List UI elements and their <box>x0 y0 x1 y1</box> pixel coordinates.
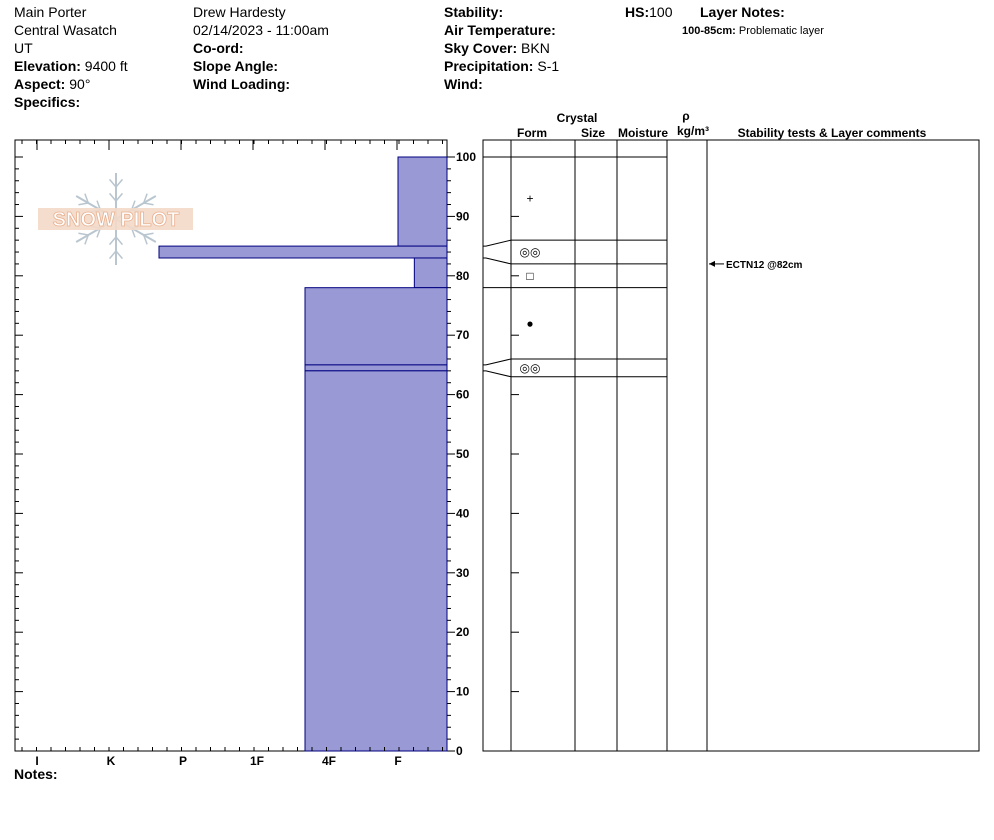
x-axis-category-label: I <box>35 754 38 768</box>
layer-notes-title: Layer Notes: <box>700 4 785 20</box>
hardness-layer-bar <box>158 245 448 259</box>
header-col-observer: Drew Hardesty 02/14/2023 - 11:00am Co-or… <box>193 3 329 93</box>
stability-test-arrow-head <box>709 260 715 267</box>
hs-row: HS:100 <box>625 4 673 20</box>
hardness-layer-bar <box>304 370 448 752</box>
hardness-layer-bar <box>304 364 448 372</box>
stability-test-label: ECTN12 @82cm <box>726 260 803 271</box>
logo-flake-branch <box>108 250 117 260</box>
logo-flake-branch <box>108 192 117 202</box>
specifics-row: Specifics: <box>14 94 81 110</box>
rho-header: ρ <box>682 109 689 123</box>
size-header: Size <box>581 126 605 140</box>
logo-flake-branch <box>115 178 124 188</box>
layer-note-item: 100-85cm: Problematic layer <box>682 25 824 37</box>
logo-flake-branch <box>115 250 124 260</box>
grain-form-symbol: □ <box>526 269 533 283</box>
logo-flake-branch <box>108 236 117 246</box>
logo-flake-branch <box>84 234 89 245</box>
hardness-layer-bar <box>413 257 448 289</box>
y-axis-tick-label: 100 <box>456 150 476 164</box>
logo-flake-branch <box>78 232 89 236</box>
boundary-connector <box>483 370 512 378</box>
logo-flake-branch <box>143 202 154 206</box>
elevation-row: Elevation: 9400 ft <box>14 58 128 74</box>
slope-row: Slope Angle: <box>193 58 279 74</box>
grain-form-symbol: + <box>526 192 533 206</box>
grain-form-symbol: ◎◎ <box>520 361 541 375</box>
aspect-row: Aspect: 90° <box>14 76 91 92</box>
hardness-layer-bar <box>304 287 448 366</box>
location-name: Main Porter <box>14 4 87 20</box>
crystal-header: Crystal <box>557 111 598 125</box>
y-axis-tick-label: 10 <box>456 685 470 699</box>
logo-flake-branch <box>84 193 89 204</box>
moisture-header: Moisture <box>618 126 668 140</box>
logo-flake-branch <box>143 232 154 236</box>
y-axis-tick-label: 30 <box>456 566 470 580</box>
x-axis-category-label: P <box>179 754 187 768</box>
boundary-connector <box>483 257 512 265</box>
x-axis-category-label: F <box>394 754 401 768</box>
y-axis-tick-label: 40 <box>456 506 470 520</box>
air-temp-row: Air Temperature: <box>444 22 556 38</box>
notes-label: Notes: <box>14 766 58 782</box>
coord-row: Co-ord: <box>193 40 244 56</box>
observer-name: Drew Hardesty <box>193 4 286 20</box>
header-col-weather: Stability: Air Temperature: Sky Cover: B… <box>444 3 559 93</box>
y-axis-tick-label: 70 <box>456 328 470 342</box>
y-axis-tick-label: 90 <box>456 209 470 223</box>
logo-flake-branch <box>143 193 148 204</box>
form-header: Form <box>517 126 547 140</box>
logo-text: SNOW PILOT <box>53 209 180 231</box>
stability-header: Stability tests & Layer comments <box>738 126 927 140</box>
grain-form-symbol: ● <box>526 316 533 330</box>
y-axis-tick-label: 80 <box>456 269 470 283</box>
wind-loading-row: Wind Loading: <box>193 76 291 92</box>
boundary-connector <box>483 239 512 247</box>
logo-flake-branch <box>78 202 89 206</box>
observation-datetime: 02/14/2023 - 11:00am <box>193 22 329 38</box>
wind-row: Wind: <box>444 76 483 92</box>
x-axis-category-label: K <box>107 754 116 768</box>
header-col-location: Main Porter Central Wasatch UT Elevation… <box>14 3 128 111</box>
y-axis-tick-label: 60 <box>456 388 470 402</box>
state-name: UT <box>14 40 33 56</box>
x-axis-category-label: 4F <box>322 754 336 768</box>
x-axis-category-label: 1F <box>250 754 264 768</box>
precip-row: Precipitation: S-1 <box>444 58 560 74</box>
y-axis-tick-label: 50 <box>456 447 470 461</box>
y-axis-tick-label: 0 <box>456 744 463 758</box>
sky-row: Sky Cover: BKN <box>444 40 550 56</box>
logo-flake-branch <box>143 234 148 245</box>
grain-form-symbol: ◎◎ <box>520 245 541 259</box>
range-name: Central Wasatch <box>14 22 117 38</box>
density-unit-header: kg/m³ <box>677 124 709 138</box>
snowpilot-logo: SNOW PILOT <box>38 173 193 265</box>
logo-flake-branch <box>115 192 124 202</box>
hardness-layer-bar <box>397 156 448 247</box>
stability-row: Stability: <box>444 4 504 20</box>
logo-flake-branch <box>108 178 117 188</box>
stratigraphy-frame <box>482 139 980 752</box>
logo-flake-branch <box>115 236 124 246</box>
y-axis-tick-label: 20 <box>456 625 470 639</box>
boundary-connector <box>483 358 512 366</box>
logo-banner <box>38 208 193 230</box>
